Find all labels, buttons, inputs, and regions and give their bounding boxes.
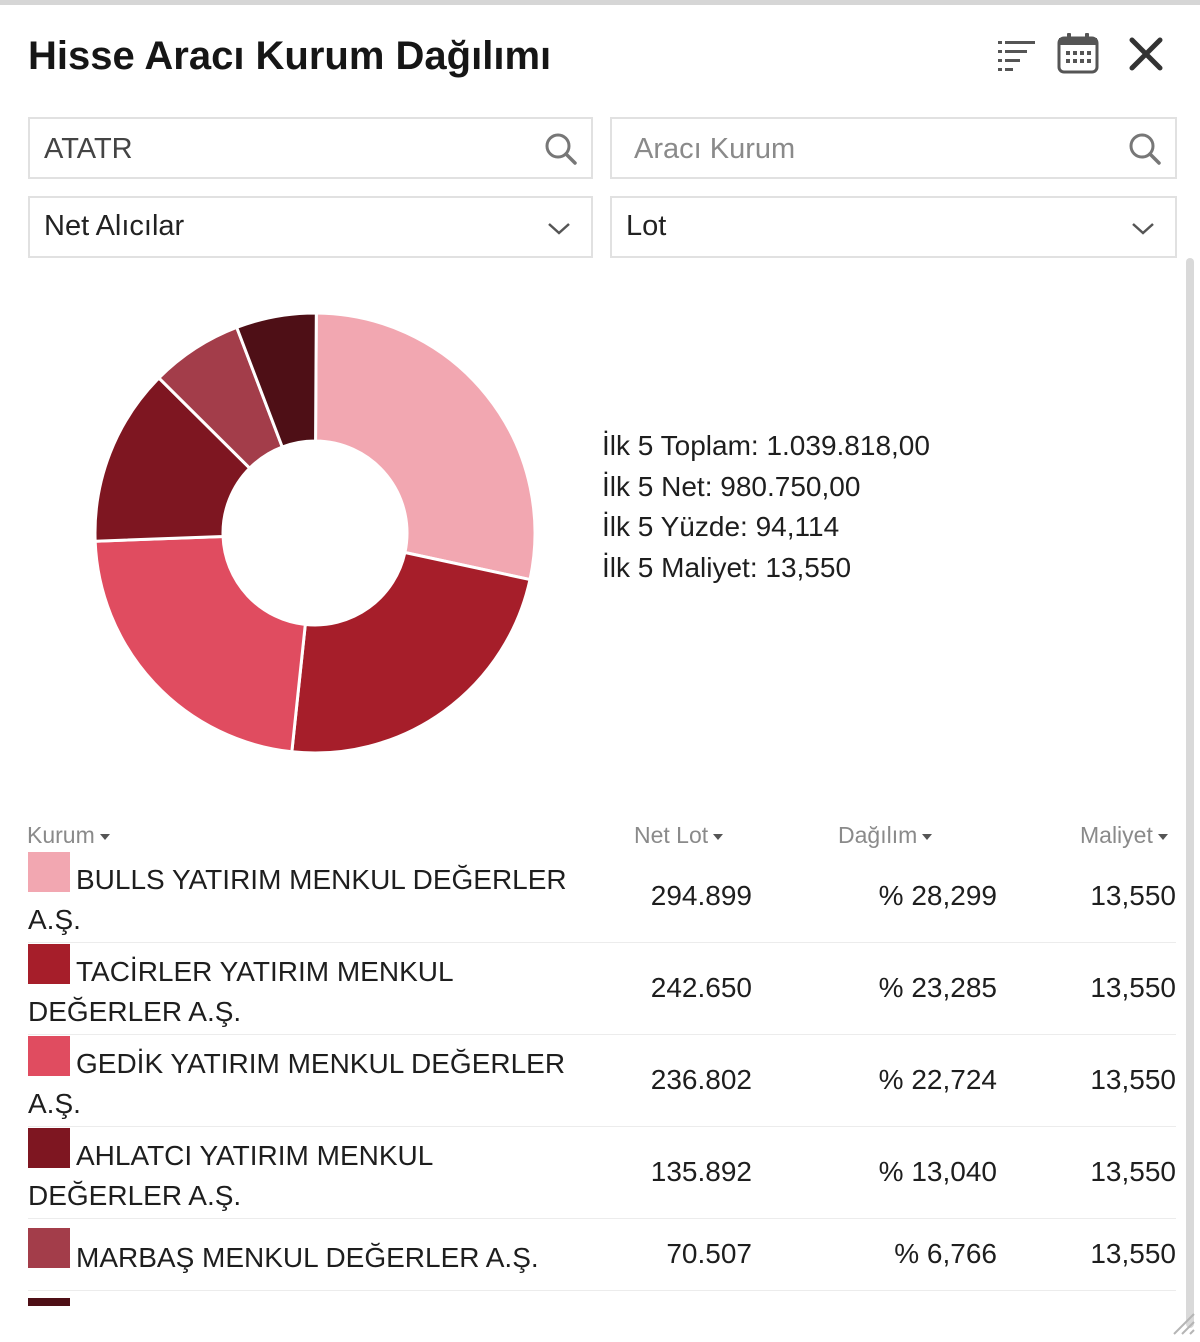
net-lot-cell: 135.892 <box>650 1156 752 1187</box>
color-swatch <box>28 1128 70 1168</box>
side-select[interactable]: Net Alıcılar <box>28 196 593 258</box>
column-header-dagilim[interactable]: Dağılım <box>838 822 933 849</box>
broker-name: AHLATCI YATIRIM MENKUL DEĞERLER A.Ş. <box>28 1140 433 1211</box>
net-lot-cell: 242.650 <box>650 972 752 1003</box>
summary-percent: İlk 5 Yüzde: 94,114 <box>602 511 840 542</box>
column-header-net-lot[interactable]: Net Lot <box>634 822 724 849</box>
table-row[interactable]: TACİRLER YATIRIM MENKUL DEĞERLER A.Ş. 242… <box>28 944 1176 1035</box>
maliyet-cell: 13,550 <box>1090 1238 1176 1269</box>
donut-slice[interactable] <box>314 311 537 582</box>
table-row[interactable]: BULLS YATIRIM MENKUL DEĞERLER A.Ş. 294.89… <box>28 852 1176 943</box>
caret-down-icon <box>922 833 933 840</box>
side-select-value: Net Alıcılar <box>44 210 185 242</box>
broker-name: TACİRLER YATIRIM MENKUL DEĞERLER A.Ş. <box>28 956 453 1027</box>
summary-total: İlk 5 Toplam: 1.039.818,00 <box>602 430 930 461</box>
column-header-kurum[interactable]: Kurum <box>27 822 110 849</box>
panel-title: Hisse Aracı Kurum Dağılımı <box>28 34 552 78</box>
symbol-search-field[interactable] <box>28 117 593 179</box>
donut-slice[interactable] <box>93 534 307 754</box>
caret-down-icon <box>713 833 724 840</box>
color-swatch <box>28 944 70 984</box>
window-top-border <box>0 0 1200 5</box>
donut-slice[interactable] <box>290 550 532 755</box>
color-swatch <box>28 1298 70 1306</box>
net-lot-cell: 236.802 <box>650 1064 752 1095</box>
net-lot-cell: 70.507 <box>666 1238 752 1269</box>
close-icon[interactable] <box>1122 30 1170 78</box>
caret-down-icon <box>1157 833 1168 840</box>
dagilim-cell: % 6,766 <box>894 1238 997 1269</box>
dagilim-cell: % 23,285 <box>878 972 997 1003</box>
table-row[interactable]: MARBAŞ MENKUL DEĞERLER A.Ş. 70.507 % 6,766… <box>28 1228 1176 1291</box>
maliyet-cell: 13,550 <box>1090 1064 1176 1095</box>
dagilim-cell: % 22,724 <box>878 1064 997 1095</box>
chevron-down-icon[interactable] <box>546 218 572 238</box>
scrollbar[interactable] <box>1186 258 1194 1328</box>
maliyet-cell: 13,550 <box>1090 880 1176 911</box>
summary-cost: İlk 5 Maliyet: 13,550 <box>602 551 852 583</box>
broker-name: GEDİK YATIRIM MENKUL DEĞERLER A.Ş. <box>28 1048 566 1119</box>
donut-slice[interactable] <box>235 311 318 449</box>
caret-down-icon <box>99 833 110 840</box>
net-lot-cell: 294.899 <box>650 880 752 911</box>
maliyet-cell: 13,550 <box>1090 1156 1176 1187</box>
search-icon[interactable] <box>544 132 578 166</box>
maliyet-cell: 13,550 <box>1090 972 1176 1003</box>
column-header-maliyet[interactable]: Maliyet <box>1080 822 1168 849</box>
dagilim-cell: % 28,299 <box>878 880 997 911</box>
summary-block: İlk 5 Toplam: 1.039.818,00 İlk 5 Net: 98… <box>602 426 930 588</box>
chevron-down-icon[interactable] <box>1130 218 1156 238</box>
dagilim-cell: % 13,040 <box>878 1156 997 1187</box>
table-row[interactable]: AHLATCI YATIRIM MENKUL DEĞERLER A.Ş. 135.… <box>28 1128 1176 1219</box>
summary-net: İlk 5 Net: 980.750,00 <box>602 470 861 502</box>
sort-icon[interactable] <box>994 30 1042 78</box>
table-row[interactable] <box>28 1298 1176 1338</box>
color-swatch <box>28 1036 70 1076</box>
broker-name: BULLS YATIRIM MENKUL DEĞERLER A.Ş. <box>28 864 567 935</box>
search-icon[interactable] <box>1128 132 1162 166</box>
broker-search-field[interactable] <box>610 117 1177 179</box>
donut-slice[interactable] <box>93 376 252 543</box>
distribution-donut-chart <box>93 311 537 755</box>
unit-select[interactable]: Lot <box>610 196 1177 258</box>
unit-select-value: Lot <box>626 210 667 242</box>
color-swatch <box>28 852 70 892</box>
table-row[interactable]: GEDİK YATIRIM MENKUL DEĞERLER A.Ş. 236.80… <box>28 1036 1176 1127</box>
color-swatch <box>28 1228 70 1268</box>
symbol-input[interactable] <box>42 119 526 179</box>
resize-grip-icon[interactable] <box>1168 1308 1196 1336</box>
broker-input[interactable] <box>632 119 1116 179</box>
calendar-icon[interactable] <box>1054 30 1102 78</box>
broker-name: MARBAŞ MENKUL DEĞERLER A.Ş. <box>76 1242 539 1273</box>
